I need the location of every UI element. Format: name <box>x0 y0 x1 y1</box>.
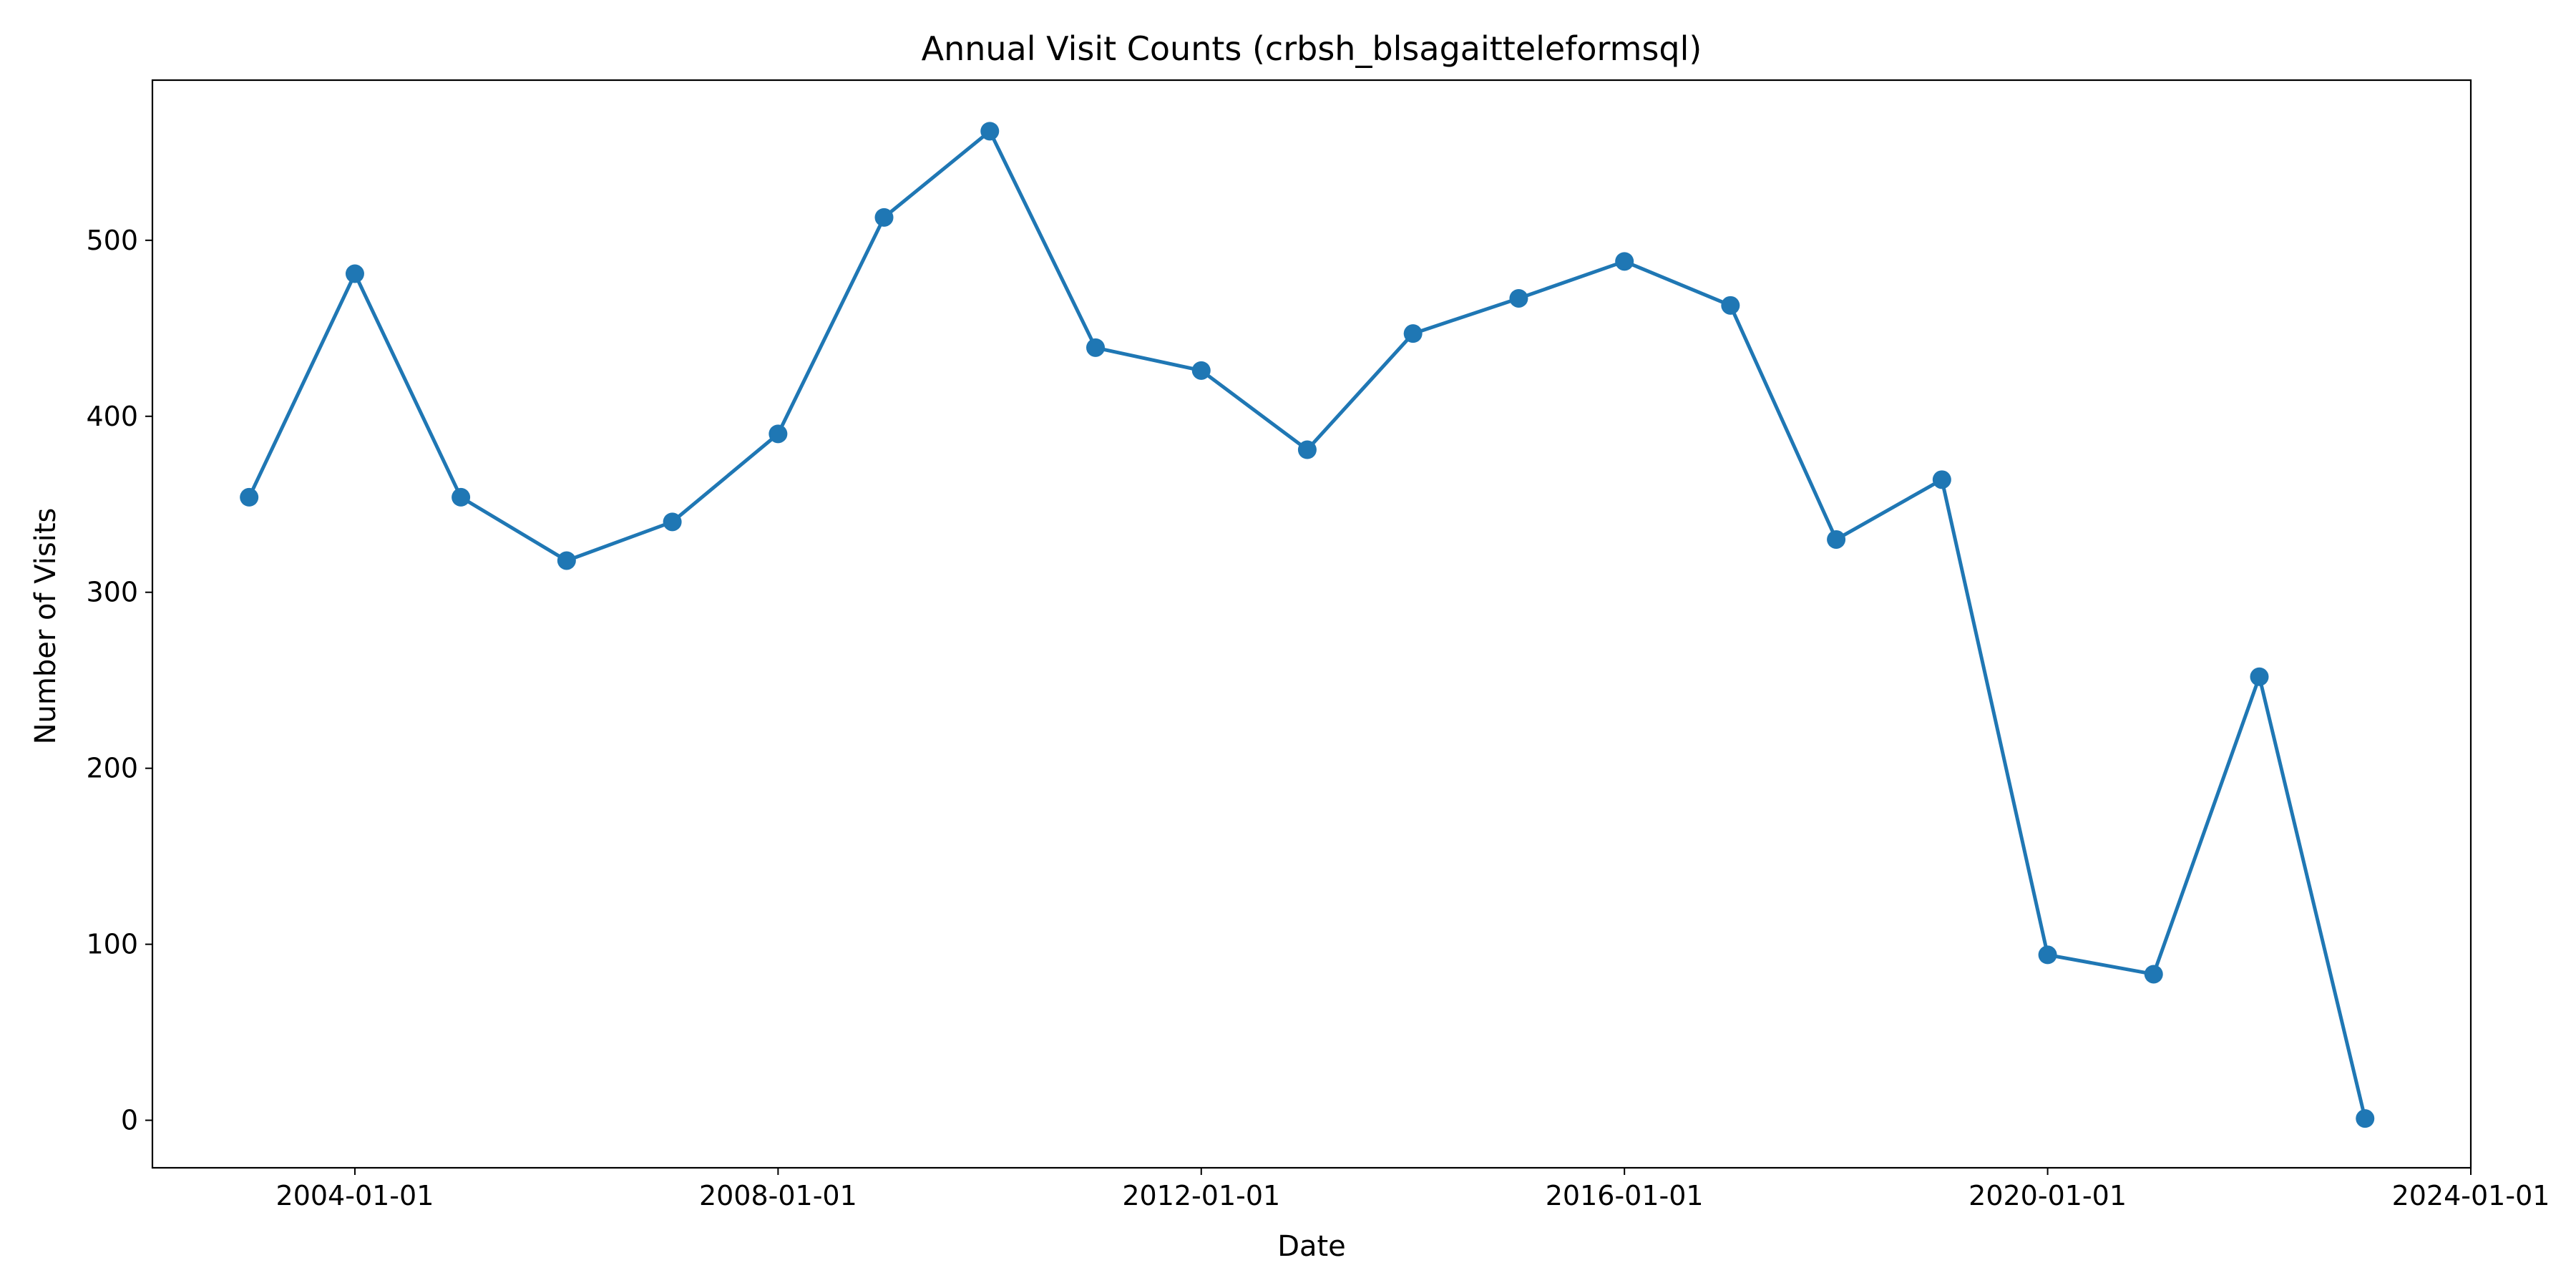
x-tick-label: 2004-01-01 <box>276 1180 434 1211</box>
data-point <box>1827 530 1846 549</box>
y-tick-label: 100 <box>86 929 138 960</box>
x-axis-label: Date <box>1277 1230 1346 1263</box>
plot-frame <box>151 79 2472 1169</box>
x-tick-label: 2012-01-01 <box>1122 1180 1280 1211</box>
x-tick-label: 2020-01-01 <box>1968 1180 2127 1211</box>
data-point <box>1191 361 1211 380</box>
data-point <box>769 424 788 444</box>
data-point <box>980 122 1000 141</box>
data-point <box>2250 667 2269 686</box>
data-point <box>1403 324 1423 343</box>
data-point <box>557 551 576 570</box>
x-tick-label: 2024-01-01 <box>2392 1180 2550 1211</box>
data-point <box>1721 296 1740 315</box>
data-point <box>345 264 364 283</box>
chart-title: Annual Visit Counts (crbsh_blsagaittelef… <box>922 29 1702 68</box>
data-point <box>2038 945 2057 965</box>
series-line <box>247 129 2367 1119</box>
plot-area <box>151 79 2472 1169</box>
data-point <box>452 487 471 507</box>
y-tick-label: 500 <box>86 225 138 256</box>
data-point <box>874 208 894 227</box>
data-point <box>1509 288 1528 308</box>
y-tick-label: 0 <box>121 1105 138 1136</box>
y-tick-label: 200 <box>86 753 138 784</box>
x-tick-label: 2008-01-01 <box>699 1180 857 1211</box>
y-tick-label: 400 <box>86 401 138 432</box>
data-point <box>1615 252 1634 271</box>
data-point <box>2144 965 2163 984</box>
data-point <box>1297 440 1317 459</box>
data-point <box>240 487 259 507</box>
y-tick-label: 300 <box>86 577 138 608</box>
data-point <box>663 512 682 532</box>
data-point <box>2356 1109 2375 1128</box>
data-point <box>1086 338 1106 357</box>
data-point <box>1932 470 1951 489</box>
x-axis-ticks: 2004-01-01 2008-01-01 2012-01-01 2016-01-01… <box>276 1168 2550 1211</box>
y-axis-ticks: 0 100 200 300 400 500 <box>86 225 152 1136</box>
x-tick-label: 2016-01-01 <box>1546 1180 1704 1211</box>
y-axis-label: Number of Visits <box>29 508 62 745</box>
